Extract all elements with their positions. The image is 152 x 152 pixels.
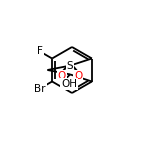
- Text: O: O: [74, 71, 83, 81]
- Text: S: S: [67, 61, 73, 71]
- Text: F: F: [37, 47, 43, 57]
- Text: O: O: [58, 71, 66, 81]
- Text: Br: Br: [34, 83, 46, 93]
- Text: OH: OH: [61, 79, 77, 89]
